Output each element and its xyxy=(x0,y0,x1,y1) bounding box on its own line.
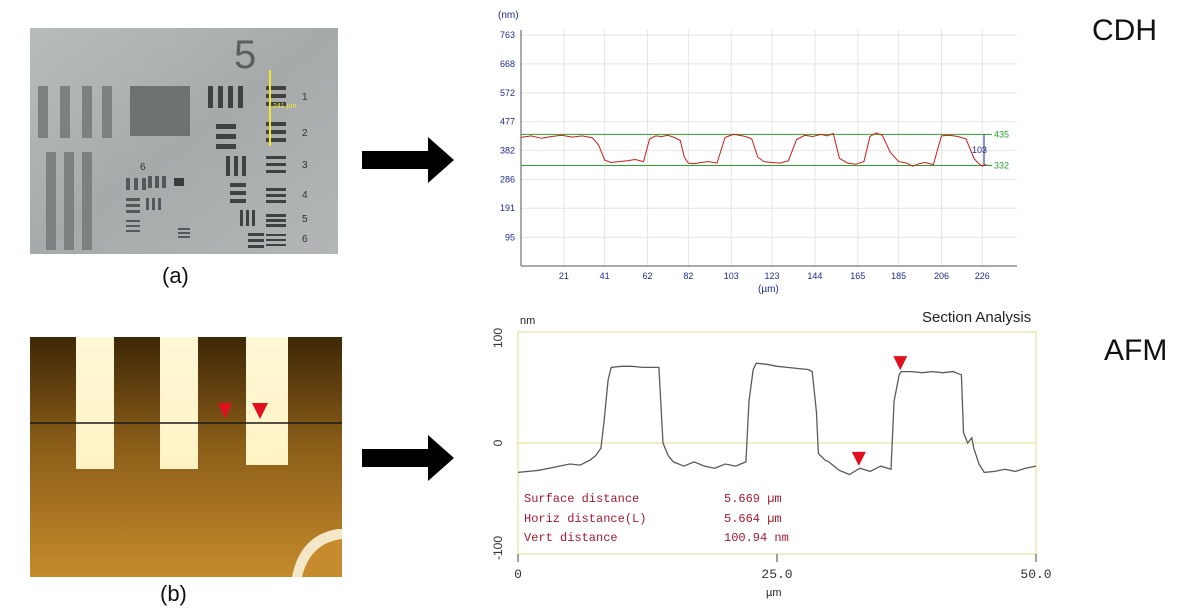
cdh-y-tick: 191 xyxy=(500,203,515,213)
afm-y-tick: 100 xyxy=(491,328,505,348)
afm-cursor-marker xyxy=(893,356,908,371)
cdh-x-axis-label: (µm) xyxy=(758,284,779,295)
afm-x-tick: 50.0 xyxy=(1020,567,1051,582)
cdh-y-tick: 477 xyxy=(500,117,515,127)
method-label-cdh: CDH xyxy=(1092,14,1157,47)
cdh-y-tick: 382 xyxy=(500,145,515,155)
cdh-x-tick: 144 xyxy=(807,271,822,281)
group-4-bars xyxy=(38,86,190,250)
panel-label-b: (b) xyxy=(160,581,187,606)
afm-corner-feature xyxy=(302,539,342,577)
cdh-y-tick: 286 xyxy=(500,174,515,184)
element-number: 6 xyxy=(302,234,308,245)
afm-y-tick-labels: 100 0 -100 xyxy=(491,328,505,560)
afm-stripe xyxy=(76,337,114,469)
cdh-x-tick: 82 xyxy=(683,271,693,281)
right-arrow-icon xyxy=(362,435,454,481)
group-6-bars xyxy=(126,176,190,238)
afm-stripe xyxy=(246,337,288,465)
cdh-upper-value: 435 xyxy=(994,129,1009,139)
cdh-y-tick-labels: 95 191 286 382 477 572 668 763 xyxy=(500,30,515,242)
measurement-label: Vert distance xyxy=(524,531,618,545)
cdh-profile-line xyxy=(520,132,987,167)
afm-x-tick: 25.0 xyxy=(761,567,792,582)
cdh-plot-area xyxy=(521,30,1017,266)
cdh-x-tick: 21 xyxy=(559,271,569,281)
afm-y-tick: -100 xyxy=(491,536,505,560)
small-group-number: 6 xyxy=(140,162,146,173)
afm-stripe xyxy=(160,337,198,469)
usaf-target-image: 5 1 2 3 4 5 6 6 241 µm xyxy=(30,28,338,254)
cdh-x-tick: 103 xyxy=(724,271,739,281)
afm-measurements: Surface distance 5.669 µm Horiz distance… xyxy=(524,492,789,545)
measurement-value: 5.669 µm xyxy=(724,492,782,506)
afm-section-chart: Section Analysis nm 100 0 -100 0 25.0 50.0 µ… xyxy=(491,309,1052,599)
afm-cursor-marker xyxy=(851,451,866,466)
element-number: 5 xyxy=(302,214,308,225)
cdh-x-tick: 165 xyxy=(850,271,865,281)
microscope-image-panel: 5 1 2 3 4 5 6 6 241 µm xyxy=(30,28,338,254)
cdh-gridlines xyxy=(521,30,1017,266)
section-marker xyxy=(218,403,232,419)
element-number: 2 xyxy=(302,128,308,139)
element-number: 4 xyxy=(302,190,308,201)
afm-y-tick: 0 xyxy=(491,439,505,446)
element-number: 3 xyxy=(302,160,308,171)
measure-label: 241 µm xyxy=(273,103,297,110)
group-5-bars xyxy=(208,86,286,248)
cdh-delta-value: 103 xyxy=(972,145,987,155)
afm-x-axis-label: µm xyxy=(766,587,782,599)
afm-y-axis-label: nm xyxy=(520,315,535,327)
afm-x-tick: 0 xyxy=(514,567,522,582)
cdh-y-tick: 763 xyxy=(500,30,515,40)
afm-chart-title: Section Analysis xyxy=(922,309,1031,326)
element-number: 1 xyxy=(302,92,308,103)
measurement-value: 5.664 µm xyxy=(724,512,782,526)
cdh-x-tick: 185 xyxy=(891,271,906,281)
section-marker xyxy=(252,403,268,419)
element-numbers: 1 2 3 4 5 6 6 xyxy=(140,92,308,245)
cdh-x-tick-labels: 21 41 62 82 103 123 144 165 185 206 226 xyxy=(559,271,990,281)
cdh-y-tick: 572 xyxy=(500,88,515,98)
right-arrow-icon xyxy=(362,137,454,183)
afm-image-panel xyxy=(30,337,342,577)
cdh-lower-value: 332 xyxy=(994,161,1009,171)
afm-profile-line xyxy=(517,362,1037,476)
cdh-axes xyxy=(520,30,1017,267)
measurement-label: Surface distance xyxy=(524,492,639,506)
measurement-label: Horiz distance(L) xyxy=(524,512,646,526)
afm-topography-image xyxy=(30,337,342,577)
image-background xyxy=(30,28,338,254)
cdh-x-tick: 123 xyxy=(765,271,780,281)
cdh-profile-chart: 95 191 286 382 477 572 668 763 21 41 62 82 103 123 14… xyxy=(498,10,1017,295)
method-label-afm: AFM xyxy=(1104,334,1168,367)
cdh-y-tick: 668 xyxy=(500,59,515,69)
cdh-x-tick: 226 xyxy=(975,271,990,281)
afm-x-tick-labels: 0 25.0 50.0 xyxy=(514,554,1052,582)
measurement-value: 100.94 nm xyxy=(724,531,789,545)
cdh-y-axis-label: (nm) xyxy=(498,10,519,21)
cdh-y-tick: 95 xyxy=(505,232,515,242)
cdh-x-tick: 62 xyxy=(643,271,653,281)
afm-cursor-markers xyxy=(851,356,908,466)
group-number: 5 xyxy=(234,33,256,77)
cdh-x-tick: 206 xyxy=(934,271,949,281)
cdh-x-tick: 41 xyxy=(600,271,610,281)
panel-label-a: (a) xyxy=(162,263,189,288)
